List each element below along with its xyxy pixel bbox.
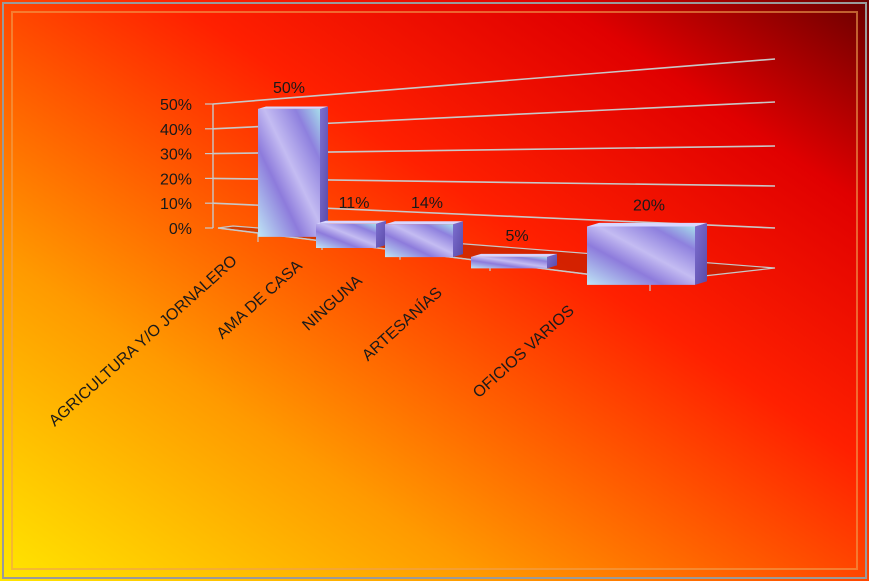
bar [587, 226, 695, 285]
data-label: 5% [505, 228, 528, 245]
bar-top [258, 106, 328, 109]
bar [385, 224, 453, 258]
gridline [212, 58, 776, 105]
y-tick-label: 0% [169, 221, 192, 238]
bar [316, 223, 376, 248]
data-label: 50% [273, 80, 305, 97]
y-tick-label: 10% [160, 196, 192, 213]
bar-side [547, 253, 557, 269]
data-label: 11% [339, 195, 370, 212]
bar-top [471, 253, 557, 257]
y-tick-label: 30% [160, 147, 192, 164]
bar [258, 108, 320, 237]
y-tick-label: 50% [160, 97, 192, 114]
data-label: 14% [411, 195, 443, 212]
bar-side [376, 220, 386, 248]
data-label: 20% [633, 197, 665, 214]
bar-top [587, 222, 707, 227]
bar-top [385, 221, 463, 225]
bar [471, 256, 547, 269]
y-tick-label: 40% [160, 122, 192, 139]
bar-top [316, 220, 386, 224]
bar-side [453, 221, 463, 258]
y-tick-label: 20% [160, 171, 192, 188]
bar-side [320, 106, 328, 237]
chart-border-inner [11, 11, 858, 570]
bar-side [695, 222, 707, 285]
